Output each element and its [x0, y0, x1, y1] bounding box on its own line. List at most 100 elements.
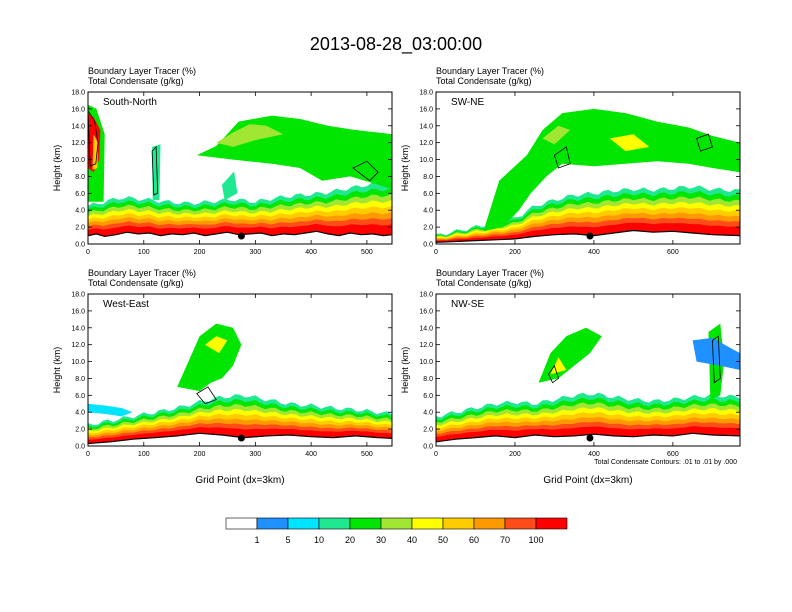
panel-title-line: Boundary Layer Tracer (%): [88, 268, 196, 278]
tracer-region-5: [152, 144, 161, 201]
panel-label: West-East: [103, 299, 149, 310]
colorbar-swatch: [225, 517, 258, 530]
colorbar-swatch: [349, 517, 382, 530]
y-tick-label: 18.0: [419, 292, 433, 299]
x-tick-label: 400: [588, 451, 600, 458]
x-tick-label: 600: [667, 249, 679, 256]
tracer-region-2: [609, 134, 650, 152]
location-marker: [237, 434, 245, 442]
y-tick-label: 16.0: [419, 106, 433, 113]
y-tick-label: 14.0: [71, 325, 85, 332]
y-tick-label: 6.0: [423, 191, 433, 198]
panel-3: Boundary Layer Tracer (%)Total Condensat…: [52, 268, 393, 486]
panel-1: Boundary Layer Tracer (%)Total Condensat…: [52, 66, 393, 256]
plot-frame: [435, 91, 741, 245]
colorbar-label: 30: [376, 535, 386, 545]
panel-label: South-North: [103, 97, 157, 108]
y-tick-label: 0.0: [75, 242, 85, 249]
location-marker: [237, 232, 245, 240]
tracer-region-3: [692, 337, 740, 370]
colorbar-label: 40: [407, 535, 417, 545]
colorbar-label: 100: [528, 535, 543, 545]
y-tick-label: 14.0: [71, 123, 85, 130]
location-marker: [586, 232, 594, 240]
colorbar-label: 50: [438, 535, 448, 545]
colorbar-label: 1: [254, 535, 259, 545]
x-axis-title: Grid Point (dx=3km): [543, 475, 632, 486]
colorbar-swatch: [256, 517, 289, 530]
terrain-line: [436, 229, 740, 243]
colorbar-swatch: [504, 517, 537, 530]
y-tick-label: 16.0: [71, 106, 85, 113]
y-tick-label: 8.0: [75, 174, 85, 181]
y-tick-label: 18.0: [71, 90, 85, 97]
colorbar-label: 70: [500, 535, 510, 545]
condensate-contour-0: [88, 109, 99, 167]
x-tick-label: 100: [138, 451, 150, 458]
panel-title-line: Total Condensate (g/kg): [436, 278, 532, 288]
y-tick-label: 6.0: [75, 191, 85, 198]
colorbar-label: 10: [314, 535, 324, 545]
x-tick-label: 0: [86, 249, 90, 256]
y-tick-label: 18.0: [419, 90, 433, 97]
condensate-contour-0: [548, 364, 559, 384]
colorbar-swatch: [535, 517, 568, 530]
condensate-contour-1: [151, 145, 159, 196]
y-tick-label: 16.0: [71, 308, 85, 315]
y-tick-label: 10.0: [71, 359, 85, 366]
x-tick-label: 500: [361, 451, 373, 458]
condensate-contour-2: [352, 160, 379, 182]
tracer-region-6: [221, 171, 238, 201]
y-tick-label: 12.0: [419, 140, 433, 147]
colorbar-swatch: [473, 517, 506, 530]
panel-4: Boundary Layer Tracer (%)Total Condensat…: [400, 268, 741, 486]
y-tick-label: 0.0: [75, 444, 85, 451]
y-tick-label: 6.0: [423, 393, 433, 400]
panel-label: NW-SE: [451, 299, 484, 310]
colorbar-label: 5: [285, 535, 290, 545]
x-tick-label: 0: [434, 249, 438, 256]
x-tick-label: 400: [588, 249, 600, 256]
y-tick-label: 0.0: [423, 444, 433, 451]
colorbar-swatch: [442, 517, 475, 530]
y-tick-label: 4.0: [423, 208, 433, 215]
y-tick-label: 10.0: [71, 157, 85, 164]
x-tick-label: 400: [305, 249, 317, 256]
y-axis-title: Height (km): [52, 347, 62, 394]
y-tick-label: 14.0: [419, 123, 433, 130]
condensate-contour-1: [696, 133, 713, 152]
y-tick-label: 4.0: [423, 410, 433, 417]
plot-frame: [435, 293, 741, 447]
x-tick-label: 400: [305, 451, 317, 458]
tracer-region-1: [205, 336, 228, 354]
tracer-region-1: [216, 124, 284, 147]
y-tick-label: 4.0: [75, 410, 85, 417]
panel-grid: Boundary Layer Tracer (%)Total Condensat…: [52, 66, 741, 486]
y-tick-label: 18.0: [71, 292, 85, 299]
y-tick-label: 0.0: [423, 242, 433, 249]
y-tick-label: 16.0: [419, 308, 433, 315]
x-tick-label: 300: [249, 249, 261, 256]
panel-2: Boundary Layer Tracer (%)Total Condensat…: [400, 66, 741, 256]
contour-footnote: Total Condensate Contours: .01 to .01 by…: [594, 459, 737, 466]
y-tick-label: 4.0: [75, 208, 85, 215]
tracer-region-1: [550, 357, 567, 375]
panel-title-line: Boundary Layer Tracer (%): [436, 66, 544, 76]
colorbar-swatch: [287, 517, 320, 530]
y-tick-label: 12.0: [71, 342, 85, 349]
y-tick-label: 8.0: [75, 376, 85, 383]
x-tick-label: 200: [194, 451, 206, 458]
colorbar-label: 60: [469, 535, 479, 545]
colorbar-label: 20: [345, 535, 355, 545]
terrain-line: [436, 432, 740, 443]
panel-label: SW-NE: [451, 97, 484, 108]
plot-area: [88, 92, 392, 244]
y-axis-title: Height (km): [400, 145, 410, 192]
plot-area: [88, 294, 392, 446]
y-tick-label: 12.0: [419, 342, 433, 349]
x-tick-label: 0: [434, 451, 438, 458]
x-tick-label: 100: [138, 249, 150, 256]
panel-title-line: Total Condensate (g/kg): [88, 278, 184, 288]
condensate-contour-1: [711, 335, 721, 384]
x-tick-label: 0: [86, 451, 90, 458]
